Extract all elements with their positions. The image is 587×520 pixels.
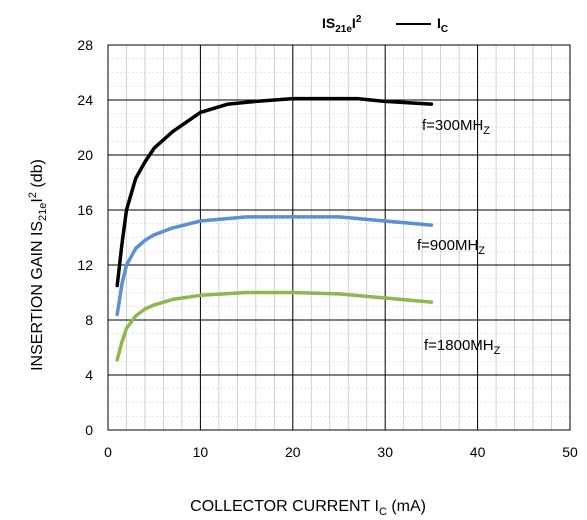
plot-frame <box>107 44 571 431</box>
series-annotation: f=1800MHZ <box>424 337 501 357</box>
minor-grid <box>108 45 570 430</box>
x-tick-label: 10 <box>193 444 209 460</box>
y-tick-label: 0 <box>85 422 93 438</box>
svg-text:IC: IC <box>437 15 448 35</box>
series-layer <box>115 96 434 362</box>
series-line-1800mhz <box>115 290 434 362</box>
x-axis-label: COLLECTOR CURRENT IC (mA) <box>190 498 426 518</box>
y-tick-label: 12 <box>77 257 93 273</box>
tick-labels: 0 10 20 30 40 50 0 4 8 12 16 20 24 28 <box>77 37 578 460</box>
y-tick-label: 24 <box>77 92 93 108</box>
y-axis-label: INSERTION GAIN IS21eI2 (db) <box>27 159 49 371</box>
y-tick-label: 8 <box>85 312 93 328</box>
x-tick-label: 30 <box>377 444 393 460</box>
y-tick-label: 20 <box>77 147 93 163</box>
x-tick-label: 40 <box>470 444 486 460</box>
x-tick-label: 50 <box>562 444 578 460</box>
x-tick-label: 0 <box>104 444 112 460</box>
y-tick-label: 4 <box>85 367 93 383</box>
y-tick-label: 16 <box>77 202 93 218</box>
x-tick-label: 20 <box>285 444 301 460</box>
series-annotation: f=900MHZ <box>417 237 485 257</box>
series-line-300mhz <box>115 96 434 288</box>
annotations: f=300MHZ f=900MHZ f=1800MHZ <box>417 117 501 357</box>
chart-title: IS21eI2 IC <box>322 14 448 35</box>
series-annotation: f=300MHZ <box>422 117 490 137</box>
svg-text:IS21eI2: IS21eI2 <box>322 14 362 35</box>
y-tick-label: 28 <box>77 37 93 53</box>
series-line-900mhz <box>115 215 434 317</box>
